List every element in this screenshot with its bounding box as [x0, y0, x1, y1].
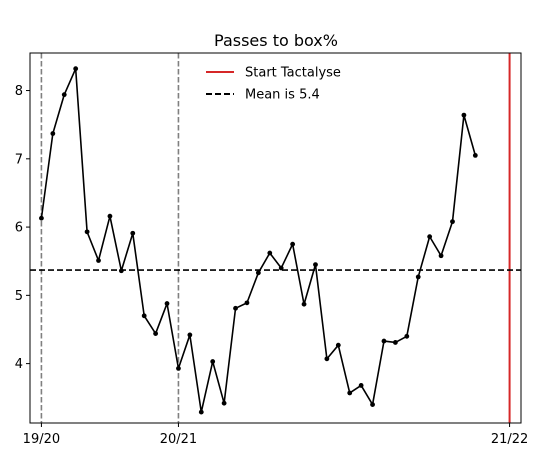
data-point [381, 338, 387, 344]
data-point [50, 131, 56, 136]
data-point [96, 258, 101, 263]
data-point [221, 400, 227, 406]
y-tick-label: 5 [15, 289, 23, 304]
data-point [267, 250, 273, 256]
data-point [130, 230, 136, 236]
plot-area: 4 5 6 7 8 19/20 20/21 21/22 [15, 52, 528, 447]
x-tick-label: 21/22 [491, 432, 528, 447]
data-point [313, 262, 318, 268]
axes-frame [29, 52, 522, 424]
data-point [335, 342, 341, 348]
x-tick-label: 19/20 [23, 432, 60, 447]
data-point [39, 215, 44, 221]
data-point [415, 274, 421, 280]
data-point [347, 390, 353, 396]
x-tick-label: 20/21 [160, 432, 197, 447]
y-tick-label: 4 [15, 357, 23, 372]
data-point [427, 234, 433, 240]
y-tick-label: 8 [15, 84, 23, 99]
data-point [450, 219, 455, 225]
data-point [187, 332, 193, 338]
chart-title: Passes to box% [214, 31, 338, 50]
data-point [84, 229, 90, 235]
data-point [301, 301, 307, 307]
data-point [141, 313, 147, 319]
data-point [61, 92, 67, 98]
y-tick-label: 7 [15, 152, 23, 167]
data-point [107, 213, 113, 219]
data-point [290, 241, 296, 247]
data-point [324, 356, 330, 362]
data-point [176, 365, 181, 371]
data-point [118, 268, 124, 274]
data-point [164, 301, 170, 306]
legend-label: Mean is 5.4 [245, 88, 320, 103]
data-point [255, 270, 261, 276]
data-point [461, 112, 467, 118]
data-point [244, 300, 250, 306]
legend-label: Start Tactalyse [245, 66, 341, 81]
data-point [278, 265, 284, 271]
data-point [153, 331, 159, 336]
data-point [358, 383, 364, 388]
data-point [438, 253, 444, 259]
data-point [370, 402, 375, 407]
y-tick-label: 6 [15, 221, 23, 236]
data-point [210, 359, 216, 364]
data-point [73, 66, 79, 72]
legend: Start Tactalyse Mean is 5.4 [206, 66, 341, 103]
data-point [404, 333, 410, 339]
data-point [392, 340, 398, 345]
data-point [472, 152, 478, 158]
data-point [198, 409, 204, 415]
data-point [233, 305, 238, 311]
